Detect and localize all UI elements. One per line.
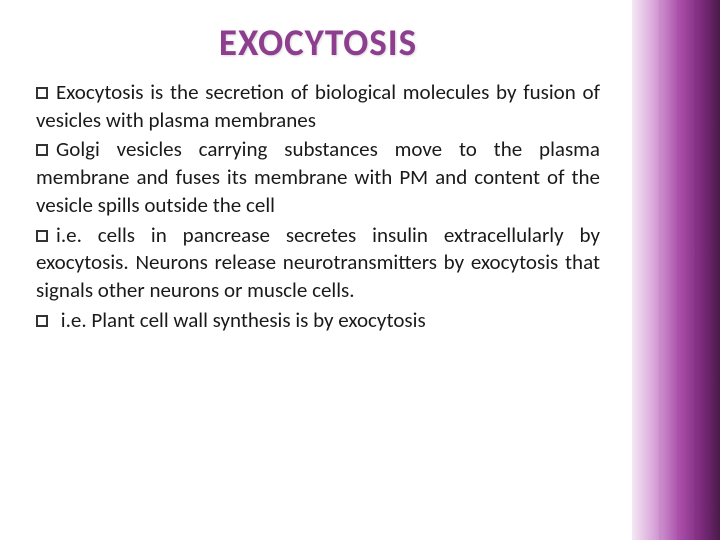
bullet-text: i.e. Plant cell wall synthesis is by exo… <box>56 307 426 333</box>
list-item: Exocytosis is the secretion of biologica… <box>36 79 600 134</box>
bullet-text: i.e. cells in pancrease secretes insulin… <box>36 222 600 303</box>
square-bullet-icon <box>36 315 48 327</box>
list-item: i.e. Plant cell wall synthesis is by exo… <box>36 307 600 335</box>
bullet-list: Exocytosis is the secretion of biologica… <box>36 79 600 336</box>
bullet-text: Exocytosis is the secretion of biologica… <box>36 79 600 133</box>
slide-title: EXOCYTOSIS <box>36 20 600 65</box>
content-area: EXOCYTOSIS Exocytosis is the secretion o… <box>0 0 632 540</box>
square-bullet-icon <box>36 144 48 156</box>
list-item: i.e. cells in pancrease secretes insulin… <box>36 222 600 305</box>
side-gradient-panel <box>632 0 720 540</box>
square-bullet-icon <box>36 87 48 99</box>
list-item: Golgi vesicles carrying substances move … <box>36 136 600 219</box>
bullet-text: Golgi vesicles carrying substances move … <box>36 136 600 217</box>
square-bullet-icon <box>36 230 48 242</box>
